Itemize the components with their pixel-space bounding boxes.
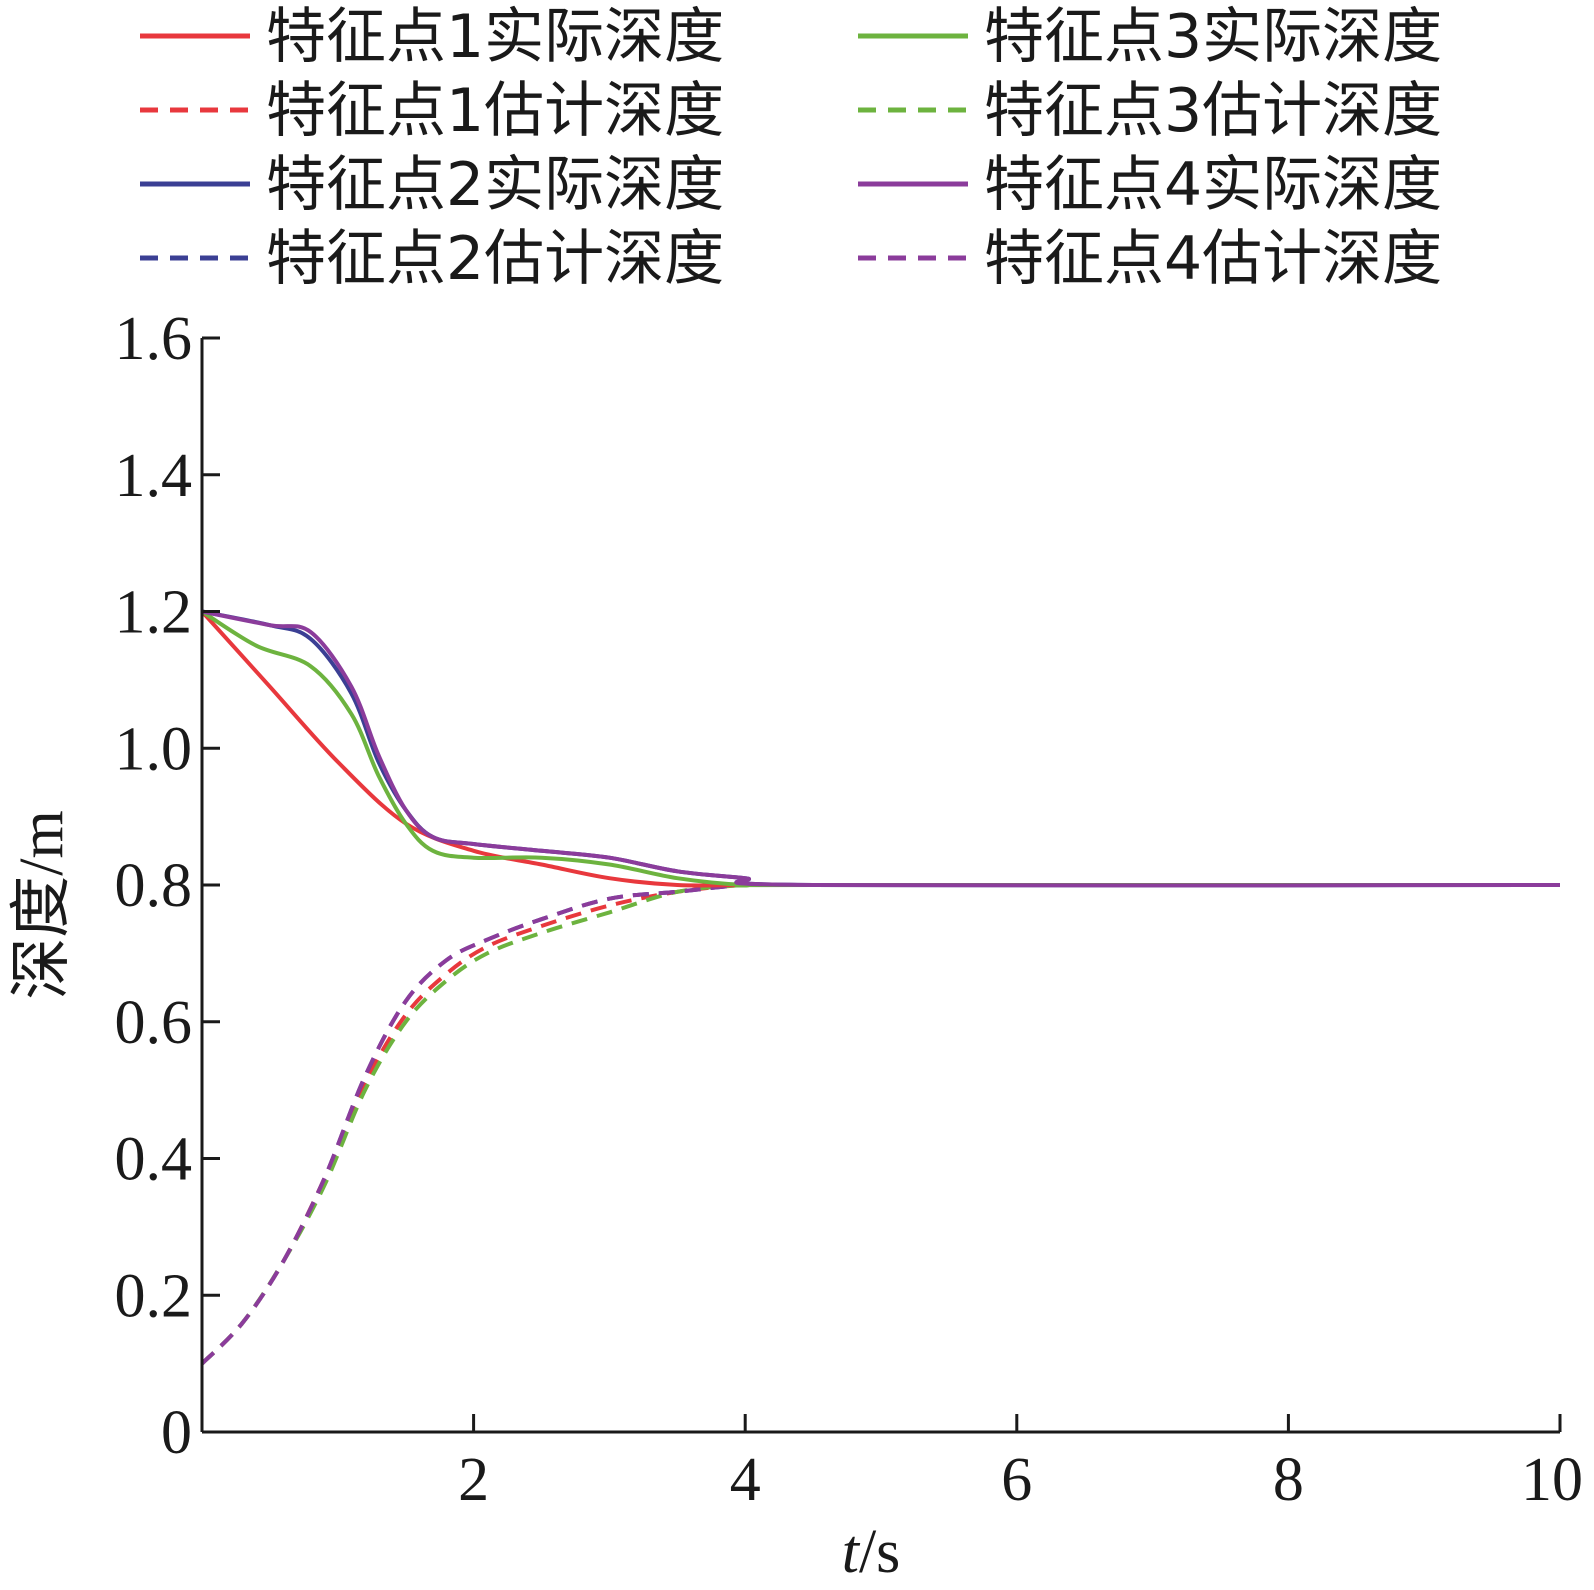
- y-ticks: 0 0.2 0.4 0.6 0.8 1.0 1.2 1.4 1.6: [115, 305, 220, 1467]
- legend-label: 特征点3估计深度: [984, 76, 1442, 146]
- x-tick-label: 6: [1001, 1446, 1032, 1514]
- x-tick-label: 8: [1273, 1446, 1304, 1514]
- legend-item: 特征点1实际深度: [140, 2, 724, 72]
- x-ticks: 2 4 6 8 10: [458, 1414, 1583, 1514]
- legend-label: 特征点3实际深度: [984, 2, 1442, 72]
- series-line-2: [200, 882, 1560, 1366]
- y-tick-label: 0: [161, 1399, 192, 1467]
- legend-label: 特征点2实际深度: [266, 150, 724, 220]
- legend-label: 特征点4实际深度: [984, 150, 1442, 220]
- legend-item: 特征点3估计深度: [858, 76, 1442, 146]
- x-tick-label: 4: [730, 1446, 761, 1514]
- series-line-1: [200, 610, 1560, 888]
- plot-area: 0 0.2 0.4 0.6 0.8 1.0 1.2 1.4 1.6 2 4 6 8 10: [115, 305, 1584, 1514]
- y-tick-label: 1.0: [115, 715, 193, 783]
- series-line-8: [200, 882, 1560, 1366]
- y-axis-title: 深度/m: [8, 810, 76, 999]
- y-tick-label: 1.6: [115, 305, 193, 373]
- y-tick-label: 0.8: [115, 852, 193, 920]
- series-line-7: [201, 609, 1561, 888]
- legend-label: 特征点1估计深度: [266, 76, 724, 146]
- x-axis-title: t/s: [842, 1518, 901, 1586]
- y-tick-label: 0.6: [115, 989, 193, 1057]
- series-layer: [200, 609, 1561, 1366]
- legend-label: 特征点2估计深度: [266, 224, 724, 294]
- series-line-3: [201, 609, 1561, 888]
- legend-item: 特征点2实际深度: [140, 150, 724, 220]
- x-tick-label: 10: [1521, 1446, 1583, 1514]
- legend-item: 特征点1估计深度: [140, 76, 724, 146]
- series-line-5: [200, 609, 1560, 888]
- legend-item: 特征点4实际深度: [858, 150, 1442, 220]
- x-tick-label: 2: [458, 1446, 489, 1514]
- x-axis-title-variable: t: [842, 1518, 861, 1586]
- y-tick-label: 1.2: [115, 579, 193, 647]
- legend-item: 特征点2估计深度: [140, 224, 724, 294]
- y-tick-label: 0.4: [115, 1126, 193, 1194]
- y-tick-label: 0.2: [115, 1262, 193, 1330]
- legend-item: 特征点4估计深度: [858, 224, 1442, 294]
- legend-item: 特征点3实际深度: [858, 2, 1442, 72]
- series-line-6: [200, 882, 1560, 1366]
- x-axis-title-unit: /s: [859, 1518, 900, 1586]
- series-line-4: [200, 882, 1560, 1366]
- legend-label: 特征点4估计深度: [984, 224, 1442, 294]
- y-tick-label: 1.4: [115, 442, 193, 510]
- legend-label: 特征点1实际深度: [266, 2, 724, 72]
